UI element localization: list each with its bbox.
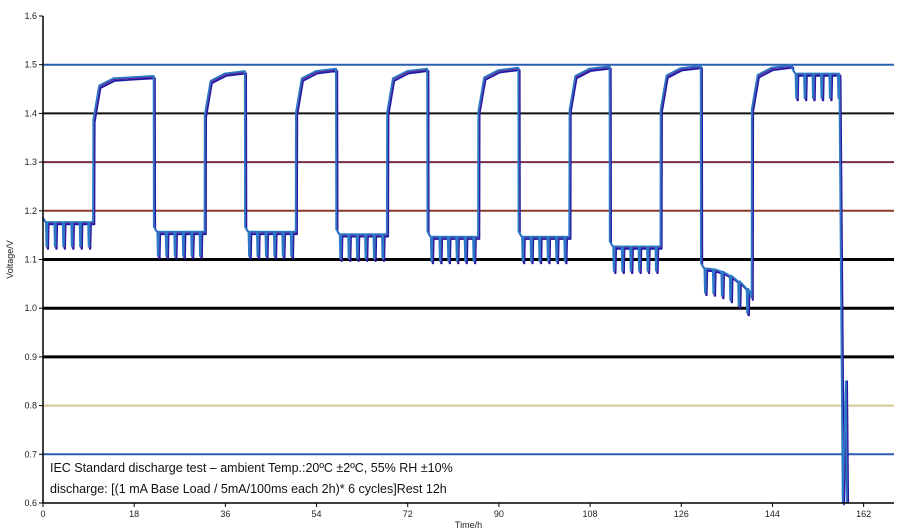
x-tick-label-8: 144 [765, 509, 780, 519]
y-tick-labels: 0.6 0.7 0.8 0.9 1.0 1.1 1.2 1.3 1.4 1.5 1.6 [24, 11, 43, 508]
y-tick-label-10: 1.6 [24, 11, 37, 21]
x-axis-label: Time/h [455, 520, 482, 530]
y-tick-label-7: 1.3 [24, 157, 37, 167]
voltage-trace-2 [41, 64, 848, 504]
x-tick-label-6: 108 [583, 509, 598, 519]
x-tick-label-7: 126 [674, 509, 689, 519]
y-tick-label-1: 0.7 [24, 449, 37, 459]
x-tick-label-2: 36 [220, 509, 230, 519]
y-tick-label-8: 1.4 [24, 108, 37, 118]
voltage-trace-0 [43, 66, 850, 506]
voltage-traces [41, 64, 850, 506]
x-tick-label-3: 54 [312, 509, 322, 519]
x-tick-label-1: 18 [129, 509, 139, 519]
x-tick-label-5: 90 [494, 509, 504, 519]
x-tick-label-0: 0 [40, 509, 45, 519]
y-tick-label-9: 1.5 [24, 60, 37, 70]
x-tick-label-9: 162 [856, 509, 871, 519]
y-tick-label-4: 1.0 [24, 303, 37, 313]
x-tick-label-4: 72 [403, 509, 413, 519]
voltage-trace-1 [42, 65, 849, 504]
x-tick-labels: 0 18 36 54 72 90 108 126 144 162 [40, 503, 871, 519]
y-axis-label: Voltage/V [5, 240, 15, 279]
y-tick-label-2: 0.8 [24, 401, 37, 411]
y-tick-label-6: 1.2 [24, 206, 37, 216]
discharge-protocol-annotation: discharge: [(1 mA Base Load / 5mA/100ms … [50, 482, 447, 496]
test-conditions-annotation: IEC Standard discharge test – ambient Te… [50, 461, 453, 475]
y-tick-label-5: 1.1 [24, 255, 37, 265]
y-tick-label-0: 0.6 [24, 498, 37, 508]
y-tick-label-3: 0.9 [24, 352, 37, 362]
reference-lines [43, 63, 894, 456]
